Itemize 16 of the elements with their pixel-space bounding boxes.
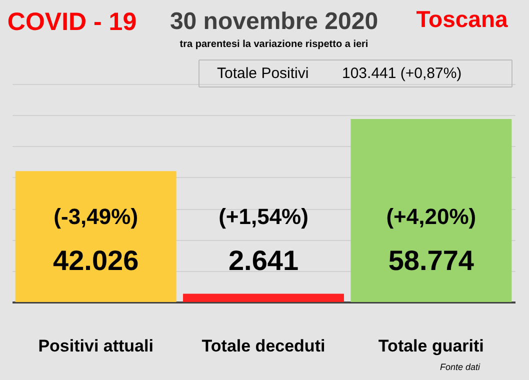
chart-title: 30 novembre 2020 <box>170 8 378 35</box>
text: 103.441 (+0,87%) <box>342 65 462 82</box>
text: Toscana <box>416 6 508 32</box>
x-tick-label: Totale deceduti <box>202 336 326 356</box>
text: Totale Positivi <box>217 65 309 82</box>
annotation: (+1,54%) <box>218 204 308 229</box>
annotation: (-3,49%) <box>54 204 138 229</box>
x-tick-label: Totale guariti <box>378 336 484 356</box>
annotation: (+4,20%) <box>386 204 476 229</box>
x-tick-label: Positivi attuali <box>38 336 154 356</box>
chart-subtitle: tra parentesi la variazione rispetto a ieri <box>180 39 368 50</box>
data-label: 42.026 <box>53 245 139 276</box>
data-label: 58.774 <box>388 245 474 276</box>
text: COVID - 19 <box>7 8 137 36</box>
data-label: 2.641 <box>228 245 299 276</box>
source-note: Fonte dati <box>440 362 482 372</box>
